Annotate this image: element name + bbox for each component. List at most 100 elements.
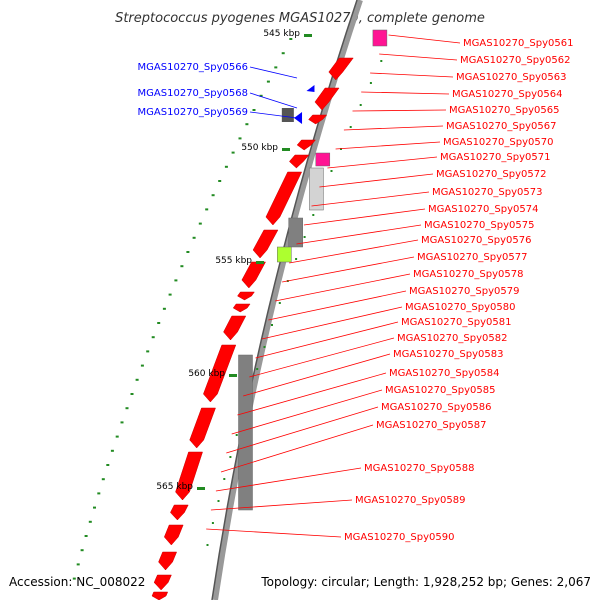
leader-line: [303, 208, 426, 226]
leader-line: [261, 306, 403, 340]
gene-labels: MGAS10270_Spy0561 MGAS10270_Spy0562 MGAS10…: [138, 38, 574, 543]
tick-dot: [72, 577, 76, 580]
tick-dot-outer: [271, 324, 273, 326]
leader-line: [311, 191, 430, 207]
leader-line: [327, 156, 438, 169]
leader-line: [296, 224, 422, 245]
gene-label-forward: MGAS10270_Spy0588: [364, 463, 474, 474]
tick-dot: [140, 364, 144, 367]
tick-dot: [245, 123, 249, 126]
leader-line: [206, 528, 342, 538]
gene-label-forward: MGAS10270_Spy0561: [463, 38, 573, 49]
leader-line: [231, 389, 383, 435]
gene-label-forward: MGAS10270_Spy0583: [393, 349, 503, 360]
gene-arrow-reverse: [306, 85, 315, 92]
tick-dot-outer: [229, 456, 232, 458]
leader-line: [215, 467, 362, 492]
tick-dot: [120, 421, 124, 424]
tick-dot-outer: [263, 346, 266, 348]
tick-dot: [151, 336, 155, 339]
tick-dot-outer: [256, 368, 259, 370]
leader-line: [370, 72, 454, 78]
tick-marks: [72, 38, 383, 580]
gene-arrow-forward: [175, 451, 203, 501]
kbp-label: 555 kbp: [215, 256, 252, 266]
gene-label-forward: MGAS10270_Spy0565: [449, 105, 559, 116]
leader-line: [361, 91, 450, 95]
gene-label-forward: MGAS10270_Spy0563: [456, 72, 566, 83]
gene-arrow-forward: [314, 87, 340, 111]
gene-label-forward: MGAS10270_Spy0581: [401, 317, 511, 328]
gene-arrow-forward: [252, 229, 279, 259]
gene-block: [315, 152, 331, 167]
gene-label-forward: MGAS10270_Spy0573: [432, 187, 542, 198]
gene-arrow-forward: [164, 524, 184, 546]
gene-arrow-forward: [328, 57, 354, 81]
gene-label-forward: MGAS10270_Spy0589: [355, 495, 465, 506]
leader-line: [210, 499, 353, 511]
leader-line: [243, 353, 391, 397]
tick-dot-outer: [211, 522, 214, 524]
kbp-label: 550 kbp: [241, 143, 278, 153]
tick-dot: [80, 549, 84, 552]
leader-line: [335, 141, 441, 150]
tick-dot: [231, 151, 235, 154]
gene-label-forward: MGAS10270_Spy0586: [381, 402, 491, 413]
tick-dot: [259, 94, 263, 97]
leader-line: [237, 372, 387, 416]
leader-line: [249, 111, 298, 119]
leader-line: [343, 125, 444, 131]
tick-dot: [218, 180, 222, 182]
tick-dot: [252, 109, 256, 111]
tick-dot: [97, 492, 101, 495]
tick-dot: [186, 251, 190, 253]
tick-dot-outer: [349, 126, 352, 128]
gene-arrow-forward: [308, 114, 328, 125]
leader-line: [289, 239, 419, 264]
gene-label-reverse: MGAS10270_Spy0569: [138, 107, 248, 118]
gene-label-forward: MGAS10270_Spy0584: [389, 368, 499, 379]
tick-dot: [174, 279, 178, 282]
tick-dot: [198, 222, 202, 225]
tick-dot-outer: [380, 60, 383, 62]
gene-arrow-forward: [203, 344, 237, 403]
gene-block: [309, 167, 324, 211]
tick-dot: [266, 80, 270, 83]
tick-dot: [110, 449, 114, 452]
map-title: Streptococcus pyogenes MGAS10270, comple…: [115, 11, 485, 26]
gene-features: [151, 29, 388, 600]
tick-dot-outer: [330, 170, 333, 172]
leader-line: [255, 321, 399, 359]
gene-label-forward: MGAS10270_Spy0564: [452, 89, 562, 100]
gene-label-forward: MGAS10270_Spy0580: [405, 302, 515, 313]
leader-line: [282, 256, 415, 283]
tick-dot: [289, 38, 293, 40]
gene-label-forward: MGAS10270_Spy0579: [409, 286, 519, 297]
tick-dot: [93, 506, 96, 509]
tick-dot: [88, 520, 92, 523]
gene-arrow-forward: [170, 504, 189, 521]
tick-dot: [205, 208, 209, 211]
gene-label-forward: MGAS10270_Spy0570: [443, 137, 553, 148]
label-leaders: [206, 34, 461, 538]
gene-arrow-forward: [153, 574, 172, 591]
leader-line: [352, 109, 447, 112]
gene-arrow-forward: [265, 171, 303, 226]
gene-label-forward: MGAS10270_Spy0571: [440, 152, 550, 163]
tick-dot: [274, 66, 278, 69]
gene-block-reverse: [281, 108, 294, 122]
gene-arrow-forward: [289, 154, 310, 169]
gene-label-forward: MGAS10270_Spy0562: [460, 55, 570, 66]
gene-label-forward: MGAS10270_Spy0576: [421, 235, 531, 246]
leader-line: [379, 53, 458, 61]
tick-dot: [157, 322, 161, 324]
gene-label-forward: MGAS10270_Spy0575: [424, 220, 534, 231]
tick-dot: [125, 407, 129, 410]
leader-line: [226, 406, 379, 454]
tick-dot-outer: [217, 500, 220, 502]
gene-arrow-forward: [223, 315, 247, 341]
tick-dot: [106, 464, 110, 466]
kbp-label: 560 kbp: [188, 369, 225, 379]
gene-label-forward: MGAS10270_Spy0585: [385, 385, 495, 396]
gene-label-forward: MGAS10270_Spy0574: [428, 204, 538, 215]
